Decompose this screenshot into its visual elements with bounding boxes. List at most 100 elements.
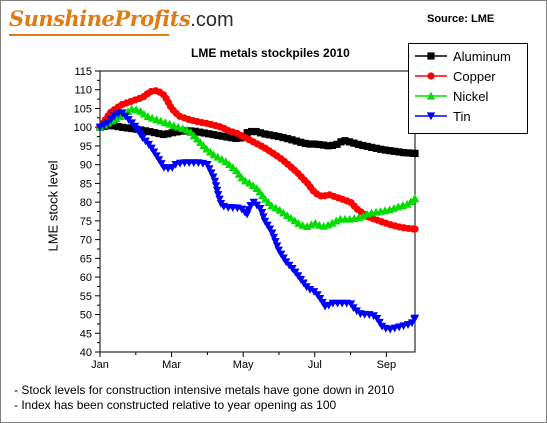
data-point xyxy=(274,246,283,255)
x-tick-label: Mar xyxy=(162,359,181,371)
y-tick-label: 75 xyxy=(80,216,92,228)
data-point xyxy=(214,131,222,139)
data-point xyxy=(306,140,314,148)
legend-swatch-tin xyxy=(415,112,447,121)
data-point xyxy=(377,145,385,153)
data-point xyxy=(386,147,394,155)
y-tick-label: 90 xyxy=(80,160,92,172)
legend-swatch-nickel xyxy=(415,91,447,100)
y-tick-label: 115 xyxy=(74,66,92,78)
data-point xyxy=(341,137,349,145)
data-point xyxy=(218,132,226,140)
data-point xyxy=(359,141,367,150)
legend-swatch-copper xyxy=(415,72,447,80)
data-point xyxy=(109,122,118,130)
data-point xyxy=(215,195,224,204)
data-point xyxy=(256,129,265,137)
data-point xyxy=(223,133,231,141)
data-point xyxy=(155,129,163,138)
x-tick-label: Jan xyxy=(91,359,109,371)
series-nickel xyxy=(95,104,420,230)
data-point xyxy=(150,128,159,137)
data-point xyxy=(164,130,172,138)
data-point xyxy=(279,133,287,142)
y-tick-label: 95 xyxy=(80,141,92,153)
site-logo: SunshineProfits.com xyxy=(9,6,234,36)
data-point xyxy=(301,139,309,148)
data-point xyxy=(207,169,216,178)
data-point xyxy=(168,129,176,137)
legend-item-nickel: Nickel xyxy=(409,87,527,106)
data-point xyxy=(283,135,292,143)
data-point xyxy=(123,124,131,132)
legend-label-nickel: Nickel xyxy=(453,89,489,104)
series-copper xyxy=(96,87,419,233)
data-point xyxy=(146,128,154,136)
y-tick-label: 110 xyxy=(74,85,92,97)
data-point xyxy=(310,140,318,148)
x-tick-label: May xyxy=(233,359,254,371)
x-axis-ticks: Jan Mar May Jul Sep xyxy=(91,352,396,371)
legend-marker xyxy=(426,112,436,121)
data-point xyxy=(271,238,280,246)
data-point xyxy=(191,127,199,135)
data-point xyxy=(390,147,399,155)
data-point xyxy=(410,314,420,323)
data-point xyxy=(328,218,337,227)
y-tick-label: 85 xyxy=(80,178,92,190)
data-point xyxy=(209,130,217,139)
data-point xyxy=(159,130,168,139)
x-tick-label: Sep xyxy=(377,359,397,371)
data-point xyxy=(243,129,251,137)
data-point xyxy=(259,213,268,222)
logo-underline xyxy=(9,34,169,36)
data-point xyxy=(213,191,223,199)
data-point xyxy=(411,149,419,158)
data-point xyxy=(205,165,214,173)
data-point xyxy=(267,229,277,238)
data-point xyxy=(381,146,389,154)
footnote-1: - Stock levels for construction intensiv… xyxy=(14,383,395,397)
data-point xyxy=(269,233,279,242)
data-point xyxy=(200,129,208,137)
data-point xyxy=(112,114,121,123)
footnote-2: - Index has been constructed relative to… xyxy=(14,398,337,412)
y-axis-label: LME stock level xyxy=(45,160,61,252)
data-point xyxy=(354,140,362,148)
data-point xyxy=(252,127,260,136)
data-point xyxy=(227,134,236,142)
data-point xyxy=(210,177,220,186)
data-point xyxy=(141,127,149,135)
data-point xyxy=(329,141,337,149)
data-point xyxy=(404,149,412,157)
legend-label-copper: Copper xyxy=(453,69,496,84)
y-axis-ticks: 40 45 50 55 60 65 70 75 80 85 90 95 100 105 110 115 xyxy=(74,66,100,359)
y-tick-label: 105 xyxy=(74,103,92,115)
legend-marker xyxy=(426,91,436,100)
data-point xyxy=(305,285,315,294)
data-point xyxy=(119,123,127,131)
data-point xyxy=(261,130,269,138)
legend-label-tin: Tin xyxy=(453,109,471,124)
data-point xyxy=(212,186,222,195)
data-point xyxy=(372,144,380,152)
data-point xyxy=(272,242,282,251)
series-tin xyxy=(95,109,420,334)
legend-item-aluminum: Aluminum xyxy=(409,47,527,66)
data-point xyxy=(377,322,387,331)
y-tick-label: 45 xyxy=(80,328,92,340)
logo-suffix-text: .com xyxy=(190,9,234,31)
data-point xyxy=(196,128,204,136)
y-tick-label: 60 xyxy=(80,272,92,284)
data-point xyxy=(297,138,305,146)
data-point xyxy=(337,138,345,146)
y-tick-label: 80 xyxy=(80,197,92,209)
data-point xyxy=(137,126,145,134)
data-point xyxy=(315,140,323,149)
chart-legend: Aluminum Copper Nickel Tin xyxy=(408,43,528,134)
legend-marker xyxy=(427,52,435,60)
data-point xyxy=(333,140,341,148)
data-point xyxy=(265,225,275,234)
data-point xyxy=(324,142,332,150)
